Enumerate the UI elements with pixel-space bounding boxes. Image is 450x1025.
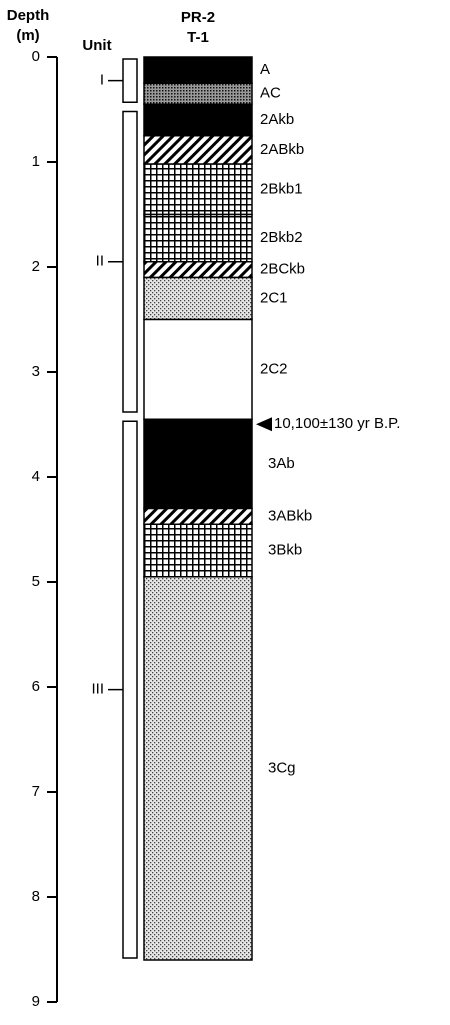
horizon-label: 3Cg (268, 759, 296, 776)
unit-bar (122, 58, 138, 103)
axis-unit: (m) (16, 27, 39, 44)
horizon-label: 2Bkb2 (260, 229, 303, 246)
date-label: 10,100±130 yr B.P. (274, 415, 400, 432)
horizon-label: AC (260, 85, 281, 102)
horizon (143, 276, 253, 321)
tick-label: 0 (32, 48, 40, 65)
units-header: Unit (82, 37, 111, 54)
horizon (143, 507, 253, 525)
horizon (143, 261, 253, 279)
horizon (143, 103, 253, 137)
unit-label: III (91, 681, 104, 698)
horizon-label: 2ABkb (260, 141, 304, 158)
horizon-label: 3Ab (268, 455, 295, 472)
unit-bar (122, 110, 138, 413)
tick-label: 2 (32, 258, 40, 275)
unit-bar (122, 420, 138, 959)
horizon (143, 82, 253, 105)
unit-label: I (100, 72, 104, 89)
horizon-label: A (260, 61, 270, 78)
horizon-label: 2BCkb (260, 261, 305, 278)
tick-label: 4 (32, 468, 40, 485)
horizon-label: 2C2 (260, 360, 288, 377)
horizon-label: 2Bkb1 (260, 180, 303, 197)
column-subtitle: T-1 (187, 29, 209, 46)
horizon (143, 56, 253, 84)
horizon (143, 576, 253, 961)
horizon-label: 2C1 (260, 289, 288, 306)
horizon (143, 213, 253, 263)
tick-label: 6 (32, 678, 40, 695)
horizon-label: 3ABkb (268, 507, 312, 524)
horizon-label: 3Bkb (268, 541, 302, 558)
horizon (143, 163, 253, 216)
horizon (143, 418, 253, 510)
date-arrow (256, 417, 272, 432)
axis-title: Depth (7, 7, 50, 24)
tick-label: 5 (32, 573, 40, 590)
unit-label: II (96, 253, 104, 270)
horizon (143, 523, 253, 578)
horizon (143, 135, 253, 165)
horizon-label: 2Akb (260, 111, 294, 128)
tick-label: 9 (32, 993, 40, 1010)
horizon (143, 318, 253, 420)
tick-label: 8 (32, 888, 40, 905)
tick-label: 1 (32, 153, 40, 170)
column-title: PR-2 (181, 9, 215, 26)
tick-label: 7 (32, 783, 40, 800)
tick-label: 3 (32, 363, 40, 380)
